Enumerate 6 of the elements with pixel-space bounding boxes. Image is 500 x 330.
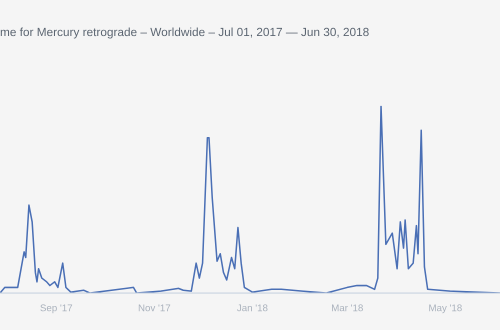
x-tick-label: Jan '18	[237, 304, 268, 312]
x-tick-label: Sep '17	[40, 304, 72, 314]
chart-title: me for Mercury retrograde – Worldwide – Jul 01, 2017 — Jun 30, 2018	[0, 28, 369, 38]
x-tick-label: Nov '17	[138, 304, 170, 312]
x-tick-label: May '18	[429, 304, 462, 314]
x-tick-label: Mar '18	[332, 304, 363, 312]
